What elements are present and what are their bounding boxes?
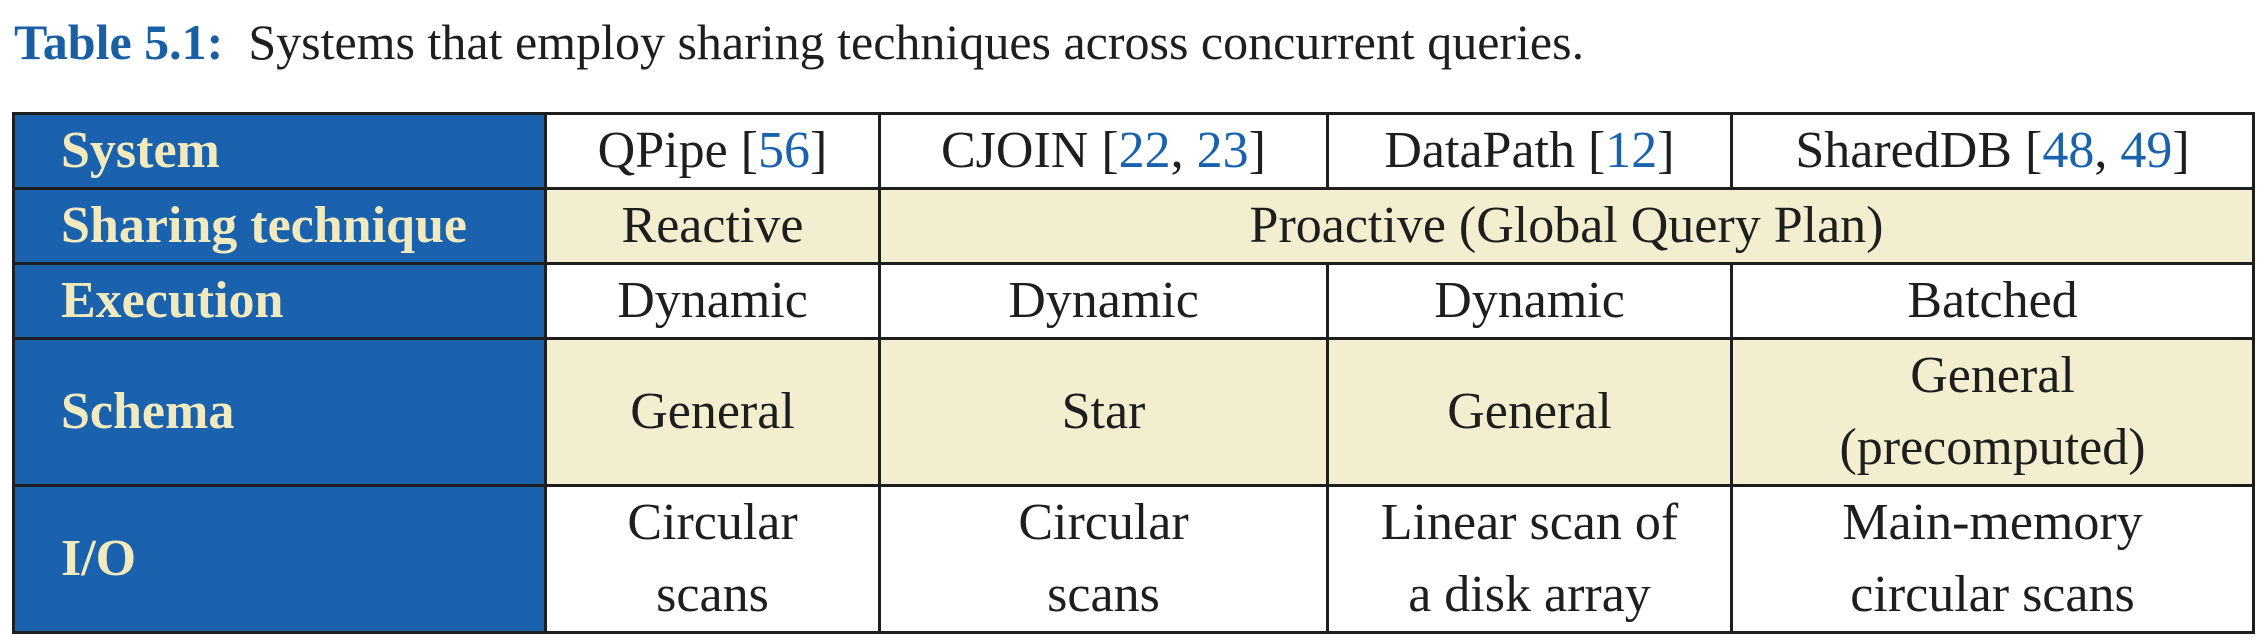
sharing-cell-proactive: Proactive (Global Query Plan)	[878, 187, 2255, 265]
table-row-io: I/O Circular scans Circular scans Linear…	[12, 484, 2255, 634]
system-name: SharedDB	[1795, 122, 2012, 179]
row-header-io: I/O	[12, 484, 547, 634]
table-row-execution: Execution Dynamic Dynamic Dynamic Batche…	[12, 262, 2255, 340]
execution-cell: Dynamic	[878, 262, 1329, 340]
citation-close: ]	[810, 122, 828, 179]
citation-open: [	[2011, 122, 2043, 179]
citation-open: [	[1574, 122, 1606, 179]
table-row-sharing: Sharing technique Reactive Proactive (Gl…	[12, 187, 2255, 265]
row-header-execution: Execution	[12, 262, 547, 340]
citation-open: [	[1088, 122, 1119, 179]
citation-close: ]	[1657, 122, 1675, 179]
row-header-system: System	[12, 112, 547, 190]
table-caption-label: Table 5.1:	[14, 14, 224, 70]
system-cell-datapath: DataPath [12]	[1326, 112, 1733, 190]
schema-cell: General	[1326, 337, 1733, 487]
system-cell-cjoin: CJOIN [22, 23]	[878, 112, 1329, 190]
sharing-cell-reactive: Reactive	[544, 187, 881, 265]
citation-link-48[interactable]: 48	[2042, 122, 2095, 179]
table-row-schema: Schema General Star General General (pre…	[12, 337, 2255, 487]
citation-close: ]	[1248, 122, 1266, 179]
io-cell: Circular scans	[878, 484, 1329, 634]
table-row-system: System QPipe [56] CJOIN [22, 23] DataPat…	[12, 112, 2255, 190]
system-name: DataPath	[1384, 122, 1575, 179]
system-name: QPipe	[597, 122, 728, 179]
citation-separator: ,	[2094, 122, 2121, 179]
citation-close: ]	[2172, 122, 2190, 179]
citation-link-22[interactable]: 22	[1118, 122, 1171, 179]
citation-separator: ,	[1170, 122, 1197, 179]
io-cell: Circular scans	[544, 484, 881, 634]
execution-cell: Dynamic	[544, 262, 881, 340]
execution-cell: Batched	[1730, 262, 2255, 340]
io-cell: Linear scan of a disk array	[1326, 484, 1733, 634]
citation-link-23[interactable]: 23	[1196, 122, 1249, 179]
io-cell: Main-memory circular scans	[1730, 484, 2255, 634]
table-caption: Table 5.1: Systems that employ sharing t…	[14, 8, 1584, 76]
system-name: CJOIN	[941, 122, 1089, 179]
systems-table: System QPipe [56] CJOIN [22, 23] DataPat…	[12, 112, 2255, 634]
row-header-sharing: Sharing technique	[12, 187, 547, 265]
citation-link-12[interactable]: 12	[1605, 122, 1658, 179]
schema-cell: General (precomputed)	[1730, 337, 2255, 487]
schema-cell: General	[544, 337, 881, 487]
citation-link-56[interactable]: 56	[758, 122, 810, 179]
execution-cell: Dynamic	[1326, 262, 1733, 340]
system-cell-qpipe: QPipe [56]	[544, 112, 881, 190]
citation-open: [	[727, 122, 758, 179]
system-cell-shareddb: SharedDB [48, 49]	[1730, 112, 2255, 190]
citation-link-49[interactable]: 49	[2120, 122, 2173, 179]
table-caption-text: Systems that employ sharing techniques a…	[248, 14, 1585, 70]
schema-cell: Star	[878, 337, 1329, 487]
row-header-schema: Schema	[12, 337, 547, 487]
